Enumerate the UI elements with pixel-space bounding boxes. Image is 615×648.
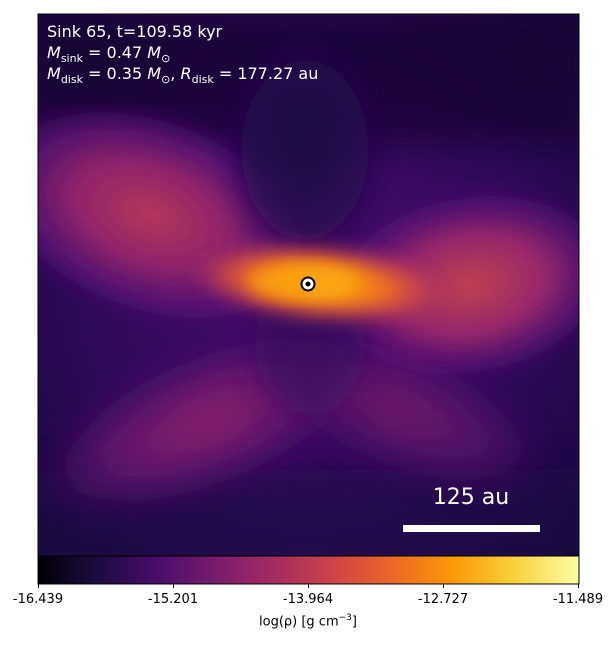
sink-particle-core — [305, 281, 311, 287]
colorbar-axis-label: log(ρ) [g cm−3] — [259, 613, 357, 630]
colorbar-ticks — [38, 584, 579, 588]
colorbar-tick-label: -15.201 — [147, 592, 199, 607]
colorbar-tick-label: -12.727 — [417, 592, 469, 607]
colorbar-tick-label: -11.489 — [552, 592, 604, 607]
disk-properties-label: Mdisk = 0.35 M⊙, Rdisk = 177.27 au — [47, 64, 319, 87]
scale-bar — [403, 525, 540, 532]
sink-mass-label: Msink = 0.47 M⊙ — [47, 43, 171, 66]
sink-time-label: Sink 65, t=109.58 kyr — [47, 22, 223, 41]
scale-bar-label: 125 au — [433, 485, 509, 510]
colorbar-tick-label: -13.964 — [282, 592, 334, 607]
density-map — [38, 14, 579, 556]
colorbar — [37, 555, 580, 585]
colorbar-tick-label: -16.439 — [12, 592, 64, 607]
